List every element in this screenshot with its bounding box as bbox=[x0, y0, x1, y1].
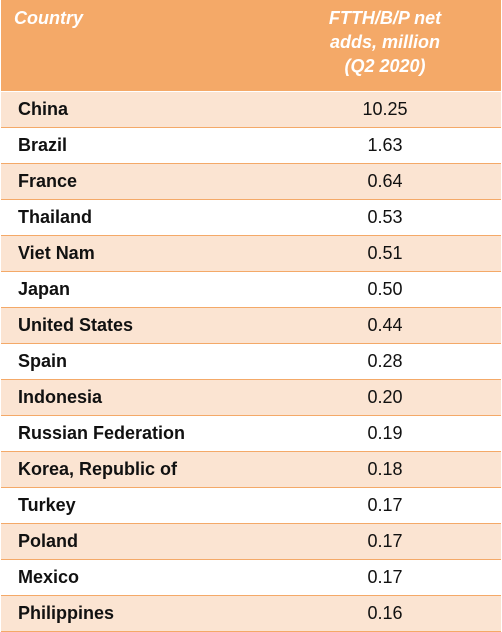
country-cell: Poland bbox=[1, 523, 269, 560]
table-row: Korea, Republic of 0.18 bbox=[1, 451, 501, 488]
net-adds-cell: 0.16 bbox=[269, 595, 501, 632]
table-row: Russian Federation 0.19 bbox=[1, 415, 501, 452]
net-adds-cell: 0.44 bbox=[269, 307, 501, 344]
net-adds-header-line-2: adds, million bbox=[329, 32, 440, 52]
net-adds-cell: 0.64 bbox=[269, 163, 501, 200]
country-cell: France bbox=[1, 163, 269, 200]
net-adds-cell: 0.51 bbox=[269, 235, 501, 272]
table-row: Philippines 0.16 bbox=[1, 595, 501, 632]
net-adds-cell: 0.17 bbox=[269, 487, 501, 524]
table-row: Indonesia 0.20 bbox=[1, 379, 501, 416]
country-column-header: Country bbox=[14, 8, 83, 28]
country-cell: Indonesia bbox=[1, 379, 269, 416]
table-row: Poland 0.17 bbox=[1, 523, 501, 560]
country-cell: United States bbox=[1, 307, 269, 344]
table-row: Mexico 0.17 bbox=[1, 559, 501, 596]
country-cell: Thailand bbox=[1, 199, 269, 236]
table-row: France 0.64 bbox=[1, 163, 501, 200]
net-adds-header-line-1: FTTH/B/P net bbox=[328, 8, 442, 28]
country-cell: Viet Nam bbox=[1, 235, 269, 272]
table-row: Japan 0.50 bbox=[1, 271, 501, 308]
table-row: China 10.25 bbox=[1, 91, 501, 128]
net-adds-cell: 0.50 bbox=[269, 271, 501, 308]
country-cell: China bbox=[1, 91, 269, 128]
country-cell: Spain bbox=[1, 343, 269, 380]
table-row: Viet Nam 0.51 bbox=[1, 235, 501, 272]
net-adds-cell: 10.25 bbox=[269, 91, 501, 128]
country-cell: Korea, Republic of bbox=[1, 451, 269, 488]
net-adds-cell: 0.20 bbox=[269, 379, 501, 416]
net-adds-cell: 0.17 bbox=[269, 559, 501, 596]
net-adds-cell: 0.28 bbox=[269, 343, 501, 380]
net-adds-header-line-3: (Q2 2020) bbox=[344, 56, 426, 76]
table-row: Turkey 0.17 bbox=[1, 487, 501, 524]
country-cell: Philippines bbox=[1, 595, 269, 632]
net-adds-cell: 1.63 bbox=[269, 127, 501, 164]
net-adds-cell: 0.19 bbox=[269, 415, 501, 452]
country-cell: Brazil bbox=[1, 127, 269, 164]
net-adds-cell: 0.17 bbox=[269, 523, 501, 560]
country-cell: Turkey bbox=[1, 487, 269, 524]
table-row: United States 0.44 bbox=[1, 307, 501, 344]
country-cell: Russian Federation bbox=[1, 415, 269, 452]
table-row: Brazil 1.63 bbox=[1, 127, 501, 164]
net-adds-cell: 0.53 bbox=[269, 199, 501, 236]
table-header-row: Country FTTH/B/P net adds, million (Q2 2… bbox=[1, 0, 501, 91]
net-adds-cell: 0.18 bbox=[269, 451, 501, 488]
table-row: Thailand 0.53 bbox=[1, 199, 501, 236]
country-cell: Mexico bbox=[1, 559, 269, 596]
table-row: Spain 0.28 bbox=[1, 343, 501, 380]
net-adds-column-header: FTTH/B/P net adds, million (Q2 2020) bbox=[269, 0, 501, 91]
country-cell: Japan bbox=[1, 271, 269, 308]
